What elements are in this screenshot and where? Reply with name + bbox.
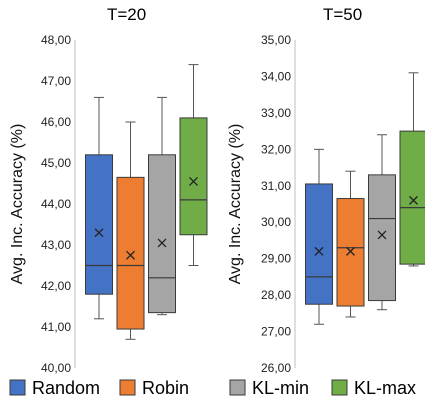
y-tick-label: 28,00 [261,288,291,302]
y-tick-label: 34,00 [261,69,291,83]
legend-swatch [119,379,136,396]
box-iqr [399,130,425,265]
y-tick-label: 44,00 [41,197,71,211]
y-axis-label: Avg. Inc. Accuracy (%) [227,124,244,285]
box-iqr [368,174,396,302]
legend-item-random: Random [9,378,100,398]
legend-swatch [331,379,348,396]
y-tick-label: 29,00 [261,252,291,266]
legend: Random Robin KL-min KL-max [9,378,416,398]
legend-item-klmin: KL-min [229,378,309,398]
y-tick-label: 48,00 [41,33,71,47]
y-tick-label: 45,00 [41,156,71,170]
y-tick-label: 40,00 [41,361,71,375]
legend-item-klmax: KL-max [331,378,416,398]
y-tick-label: 47,00 [41,74,71,88]
box-random [85,96,113,320]
box-iqr [336,198,365,307]
y-tick-label: 26,00 [261,361,291,375]
y-tick-label: 35,00 [261,33,291,47]
mean-marker [94,228,104,238]
legend-swatch [229,379,246,396]
mean-marker [189,176,198,186]
chart-title: T=20 [107,5,146,24]
y-tick-label: 46,00 [41,115,71,129]
box-klmax [179,64,208,266]
box-random [305,148,333,325]
mean-marker [346,246,355,256]
y-tick-label: 42,00 [41,279,71,293]
box-iqr [85,154,113,295]
legend-label: KL-max [354,378,416,398]
legend-swatch [9,379,26,396]
mean-marker [314,246,324,256]
y-tick-label: 41,00 [41,320,71,334]
y-axis-label: Avg. Inc. Accuracy (%) [9,124,26,285]
box-iqr [179,117,208,236]
legend-item-robin: Robin [119,378,189,398]
y-tick-label: 30,00 [261,215,291,229]
box-robin [336,170,365,318]
panel-t50: T=50 Avg. Inc. Accuracy (%) 26,00 27,00 28,0… [227,5,425,375]
y-tick-label: 31,00 [261,179,291,193]
y-tick-label: 32,00 [261,142,291,156]
y-tick-label: 43,00 [41,238,71,252]
box-iqr [305,183,333,305]
box-iqr [116,176,145,330]
mean-marker [377,230,387,240]
panel-t20: T=20 Avg. Inc. Accuracy (%) 40,00 41,00 42,0… [9,5,208,375]
y-tick-label: 33,00 [261,106,291,120]
legend-label: KL-min [252,378,309,398]
y-tick-label: 27,00 [261,325,291,339]
box-iqr [148,154,176,314]
box-klmax [399,72,425,267]
mean-marker [157,238,167,248]
legend-label: Robin [142,378,189,398]
chart-title: T=50 [323,5,362,24]
legend-label: Random [32,378,100,398]
box-klmin [148,96,176,316]
box-klmin [368,134,396,311]
mean-marker [126,250,135,260]
box-robin [116,121,145,340]
mean-marker [409,195,418,205]
